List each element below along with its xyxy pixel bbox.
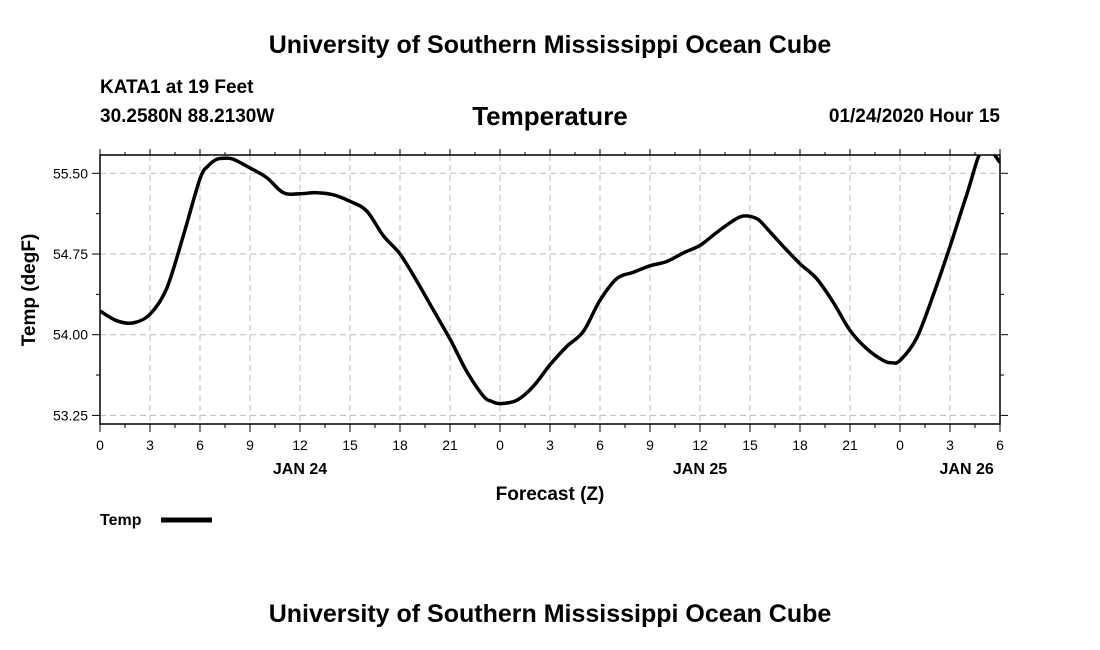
x-tick-label: 12: [292, 437, 308, 453]
x-tick-label: 0: [96, 437, 104, 453]
x-tick-label: 12: [692, 437, 708, 453]
forecast-timestamp: 01/24/2020 Hour 15: [828, 106, 1000, 127]
x-tick-label: 9: [246, 437, 254, 453]
x-tick-label: 21: [842, 437, 858, 453]
station-label: KATA1 at 19 Feet: [100, 77, 254, 98]
x-tick-label: 6: [596, 437, 604, 453]
date-label: JAN 24: [273, 461, 327, 478]
x-tick-label: 3: [146, 437, 154, 453]
y-tick-label: 54.00: [53, 327, 88, 343]
date-label: JAN 26: [940, 461, 994, 478]
chart-title: Temperature: [472, 101, 628, 131]
x-tick-label: 18: [792, 437, 808, 453]
x-tick-label: 3: [546, 437, 554, 453]
x-tick-label: 15: [342, 437, 358, 453]
y-tick-label: 54.75: [53, 246, 88, 262]
x-tick-label: 18: [392, 437, 408, 453]
x-tick-label: 6: [196, 437, 204, 453]
x-axis-label: Forecast (Z): [496, 484, 605, 505]
footer-title: University of Southern Mississippi Ocean…: [268, 600, 832, 628]
x-tick-label: 3: [946, 437, 954, 453]
x-tick-label: 21: [442, 437, 458, 453]
x-tick-label: 0: [496, 437, 504, 453]
grid-lines: [100, 155, 1000, 424]
y-tick-label: 55.50: [53, 165, 88, 181]
x-tick-label: 9: [646, 437, 654, 453]
x-tick-label: 6: [996, 437, 1004, 453]
x-tick-label: 0: [896, 437, 904, 453]
y-tick-label: 53.25: [53, 407, 88, 423]
page-title: University of Southern Mississippi Ocean…: [268, 31, 832, 59]
series-layer: [100, 155, 1000, 406]
coordinates-label: 30.2580N 88.2130W: [100, 106, 275, 127]
x-tick-label: 15: [742, 437, 758, 453]
y-axis-label: Temp (degF): [19, 234, 40, 347]
axis-ticks: 0 3 6 9 12 15 18 21 0 3 6 9 12 15 18 21 0 3 6 53.25 54.00 54.…: [53, 149, 1008, 478]
legend-label: Temp: [100, 512, 142, 529]
date-label: JAN 25: [673, 461, 727, 478]
series-line-temp: [100, 155, 1000, 406]
